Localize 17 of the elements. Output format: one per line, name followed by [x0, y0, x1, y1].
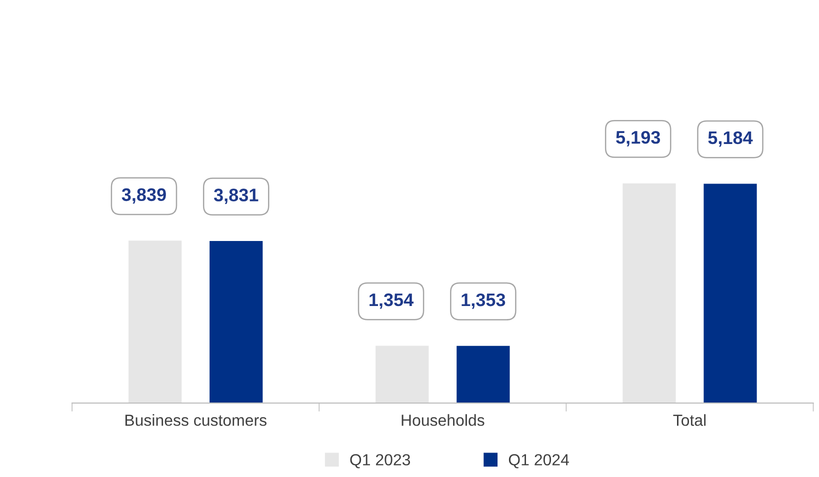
data-label: 1,353 [462, 293, 506, 309]
data-label: 5,193 [616, 130, 660, 146]
x-tick-label: Households [402, 414, 484, 426]
data-label: 3,839 [122, 188, 166, 204]
bar [704, 184, 757, 404]
bar [456, 346, 510, 404]
x-tick-label: Business customers [125, 414, 266, 426]
data-label: 3,831 [214, 188, 258, 204]
bar [128, 240, 182, 404]
x-tick-label: Total [673, 414, 706, 426]
legend-label: Q1 2023 [350, 454, 410, 468]
legend-label: Q1 2024 [508, 454, 569, 468]
bar [376, 346, 429, 404]
bar [210, 240, 263, 404]
data-label: 5,184 [708, 131, 753, 147]
data-label: 1,354 [370, 293, 414, 309]
bar [622, 183, 676, 404]
